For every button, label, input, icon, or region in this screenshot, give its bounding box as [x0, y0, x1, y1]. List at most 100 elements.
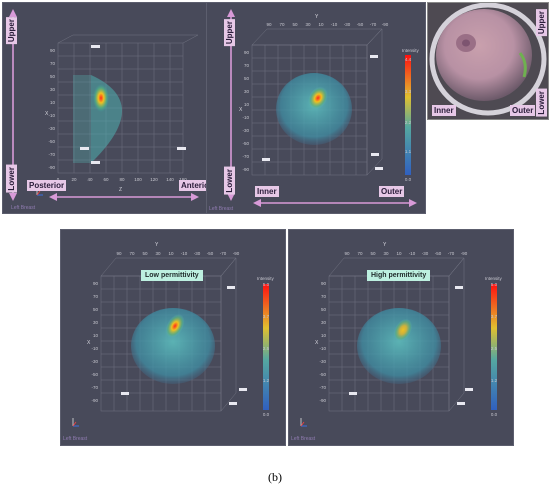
marker	[91, 161, 100, 164]
axis-x-label: X	[87, 340, 91, 346]
svg-text:60: 60	[103, 177, 109, 182]
svg-text:4.4: 4.4	[405, 57, 412, 62]
colorbar	[405, 55, 411, 175]
svg-text:-30: -30	[194, 251, 201, 256]
marker	[455, 286, 463, 289]
anterior-label: Anterior	[179, 180, 208, 191]
svg-text:30: 30	[321, 320, 327, 325]
svg-text:10: 10	[50, 100, 56, 105]
marker	[375, 167, 383, 170]
svg-text:0: 0	[57, 177, 60, 182]
direction-arrows	[9, 9, 199, 201]
lower-label: Lower	[536, 89, 547, 117]
svg-text:50: 50	[321, 307, 327, 312]
svg-text:50: 50	[93, 307, 99, 312]
svg-text:70: 70	[279, 22, 285, 27]
svg-text:-10: -10	[331, 22, 338, 27]
svg-text:70: 70	[244, 63, 250, 68]
lower-label: Lower	[224, 167, 235, 195]
svg-text:0.0: 0.0	[491, 412, 498, 417]
hotspot-front	[165, 314, 185, 338]
svg-text:10: 10	[168, 251, 174, 256]
x-tick-labels: 90 70 50 30 10 -10 -30 -50 -70 -90	[91, 281, 98, 403]
front-view-panel: 90 70 50 30 10 -10 -30 -50 -70 -90 Y 90 …	[206, 2, 426, 214]
axis-z-label: Z	[119, 187, 122, 193]
z-tick-labels: 0 20 40 60 80 100 120 140 160	[57, 177, 188, 182]
svg-text:5.0: 5.0	[263, 282, 270, 287]
svg-text:-30: -30	[319, 359, 326, 364]
low-permittivity-panel: 90 70 50 30 10 -10 -30 -50 -70 -90 Y 90 …	[60, 229, 286, 446]
svg-text:3.7: 3.7	[491, 314, 498, 319]
high-permittivity-panel: 90 70 50 30 10 -10 -30 -50 -70 -90 Y 90 …	[288, 229, 514, 446]
svg-text:40: 40	[87, 177, 93, 182]
svg-text:50: 50	[370, 251, 376, 256]
axis-y-label: Y	[155, 242, 159, 248]
breast-volume-front	[357, 308, 441, 384]
svg-text:-90: -90	[233, 251, 240, 256]
svg-text:70: 70	[129, 251, 135, 256]
svg-text:-50: -50	[435, 251, 442, 256]
marker	[177, 147, 186, 150]
svg-text:0.0: 0.0	[263, 412, 270, 417]
svg-text:-50: -50	[242, 141, 249, 146]
low-permittivity-plot: 90 70 50 30 10 -10 -30 -50 -70 -90 Y 90 …	[72, 242, 275, 427]
svg-text:30: 30	[50, 87, 56, 92]
svg-text:50: 50	[244, 76, 250, 81]
svg-text:90: 90	[344, 251, 350, 256]
svg-text:-50: -50	[319, 372, 326, 377]
svg-text:30: 30	[93, 320, 99, 325]
svg-text:-10: -10	[181, 251, 188, 256]
svg-text:-90: -90	[382, 22, 389, 27]
svg-text:2.5: 2.5	[491, 346, 498, 351]
svg-text:140: 140	[166, 177, 174, 182]
svg-text:50: 50	[292, 22, 298, 27]
inner-label: Inner	[255, 186, 279, 197]
orientation-triad-icon	[300, 418, 307, 427]
upper-label: Upper	[6, 17, 17, 45]
svg-text:-30: -30	[91, 359, 98, 364]
marker	[262, 158, 270, 161]
svg-text:90: 90	[244, 50, 250, 55]
svg-text:-10: -10	[409, 251, 416, 256]
y-tick-labels: 90 70 50 30 10 -10 -30 -50 -70 -90	[344, 251, 467, 256]
chest-wall-region	[73, 75, 91, 163]
upper-label: Upper	[536, 9, 547, 37]
svg-text:50: 50	[142, 251, 148, 256]
breast-volume-front	[131, 308, 215, 384]
svg-text:-50: -50	[91, 372, 98, 377]
x-tick-labels: 90 70 50 30 10 -10 -30 -50 -70 -90	[48, 48, 55, 170]
svg-text:1.2: 1.2	[491, 378, 498, 383]
svg-text:-50: -50	[207, 251, 214, 256]
svg-text:10: 10	[93, 333, 99, 338]
svg-text:-90: -90	[242, 167, 249, 172]
svg-text:-30: -30	[422, 251, 429, 256]
svg-text:-10: -10	[48, 113, 55, 118]
side-view-panel: 90 70 50 30 10 -10 -30 -50 -70 -90 X 0 2…	[2, 2, 209, 214]
svg-text:70: 70	[93, 294, 99, 299]
colorbar	[491, 284, 497, 410]
svg-text:120: 120	[150, 177, 158, 182]
svg-text:-10: -10	[91, 346, 98, 351]
svg-text:-90: -90	[91, 398, 98, 403]
svg-text:-70: -70	[48, 152, 55, 157]
svg-text:30: 30	[383, 251, 389, 256]
orientation-triad-icon	[72, 418, 79, 427]
watermark-text: Left Breast	[11, 205, 36, 211]
svg-text:2.2: 2.2	[405, 120, 412, 125]
svg-text:70: 70	[321, 294, 327, 299]
colorbar-title: Intensity	[257, 276, 275, 281]
svg-text:90: 90	[93, 281, 99, 286]
svg-text:-70: -70	[242, 154, 249, 159]
y-tick-labels: 90 70 50 30 10 -10 -30 -50 -70 -90	[266, 22, 388, 27]
marker	[121, 392, 129, 395]
svg-text:3.7: 3.7	[263, 314, 270, 319]
svg-text:-90: -90	[461, 251, 468, 256]
upper-label: Upper	[224, 19, 235, 47]
svg-text:-30: -30	[48, 126, 55, 131]
breast-photo: Upper Lower Inner Outer	[427, 2, 549, 120]
marker	[349, 392, 357, 395]
high-permittivity-label: High permittivity	[367, 270, 431, 281]
svg-text:-90: -90	[48, 165, 55, 170]
high-permittivity-plot: 90 70 50 30 10 -10 -30 -50 -70 -90 Y 90 …	[300, 242, 503, 427]
svg-text:-50: -50	[357, 22, 364, 27]
